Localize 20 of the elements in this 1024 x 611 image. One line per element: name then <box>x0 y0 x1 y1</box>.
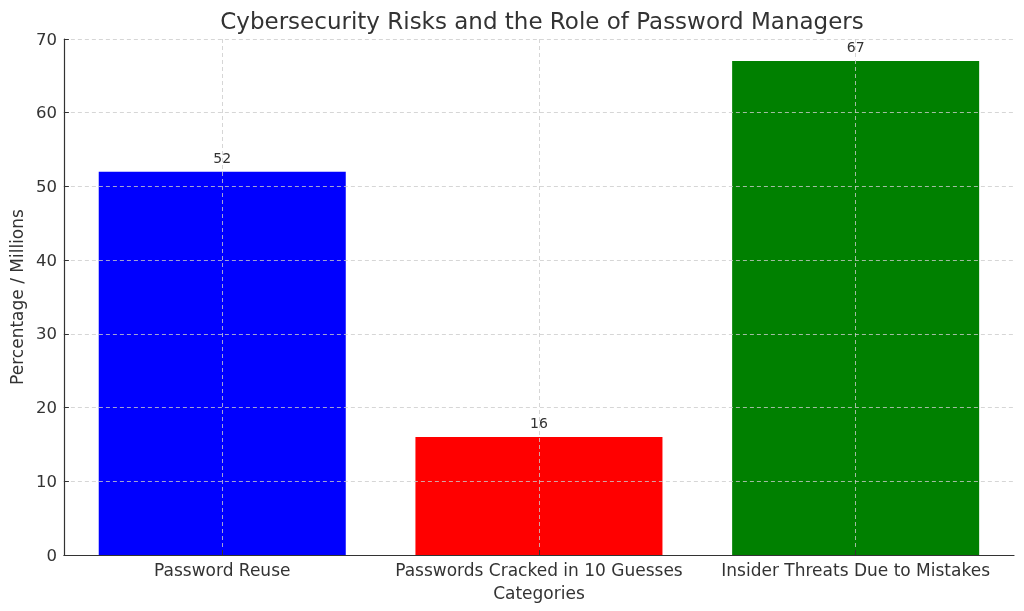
x-tick-label: Passwords Cracked in 10 Guesses <box>395 559 683 580</box>
y-tick-label: 30 <box>35 324 57 344</box>
y-tick-label: 40 <box>35 250 57 270</box>
bar <box>98 171 346 555</box>
y-tick-label: 60 <box>35 103 57 123</box>
y-tick-label: 20 <box>35 398 57 418</box>
data-label: 16 <box>530 415 548 432</box>
x-axis-title: Categories <box>493 582 585 603</box>
y-axis-title: Percentage / Millions <box>6 208 27 385</box>
x-tick-label: Password Reuse <box>154 559 291 580</box>
y-tick-label: 50 <box>35 176 57 196</box>
chart-title: Cybersecurity Risks and the Role of Password Managers <box>220 7 864 34</box>
bar <box>415 437 663 555</box>
bar <box>732 61 980 555</box>
y-tick-label: 70 <box>35 29 57 49</box>
x-tick-label: Insider Threats Due to Mistakes <box>721 559 991 580</box>
y-tick-label: 0 <box>46 545 57 565</box>
data-label: 67 <box>846 39 865 56</box>
data-label: 52 <box>213 149 232 166</box>
y-tick-label: 10 <box>35 471 57 491</box>
